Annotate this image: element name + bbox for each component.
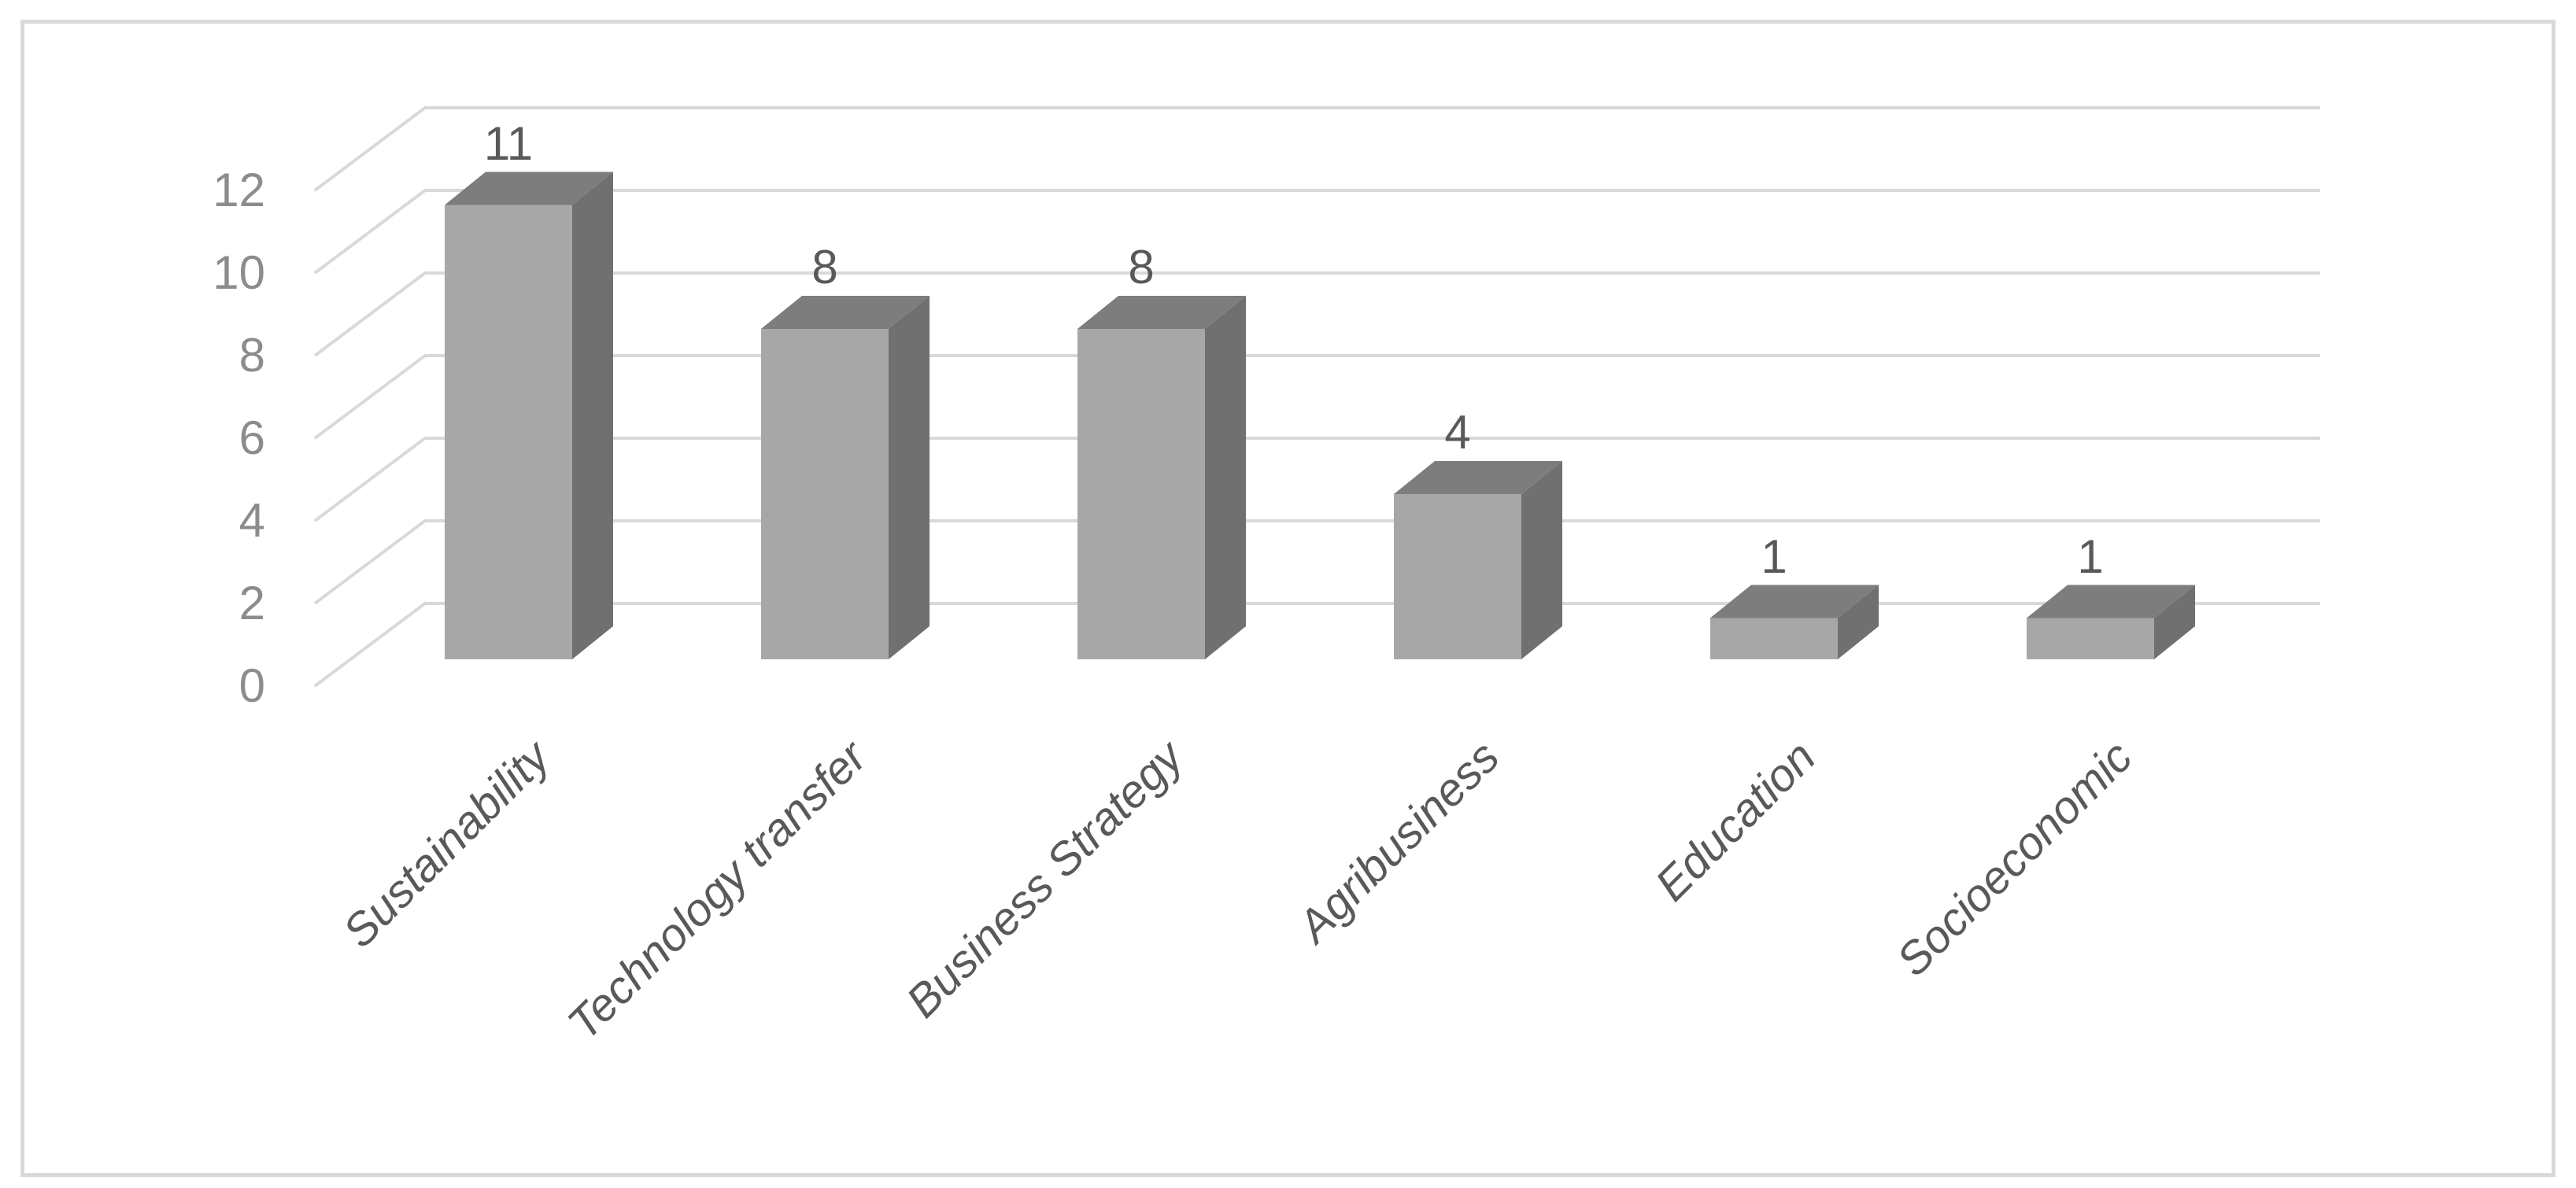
bar-education[interactable] [1710,585,1879,660]
gridline-0 [313,602,2320,688]
gridline-2 [313,519,2320,605]
bar-side-face [572,172,613,659]
data-label-technology-transfer: 8 [811,241,838,293]
bar-side-face [1521,461,1562,659]
y-tick-label-8: 8 [238,329,265,382]
bar-top-face [1394,461,1562,494]
bar-top-face [761,296,930,329]
bar-front-face [761,329,889,659]
bar-business-strategy[interactable] [1077,296,1246,659]
y-tick-label-6: 6 [238,411,265,464]
gridlines-layer [313,106,2320,688]
bar-side-face [889,296,930,659]
bar-top-face [1077,296,1246,329]
bar-agribusiness[interactable] [1394,461,1562,659]
data-label-education: 1 [1761,529,1787,583]
y-tick-label-2: 2 [238,577,265,629]
bar-top-face [445,172,613,205]
data-label-business-strategy: 8 [1128,241,1155,293]
bar-front-face [1710,618,1838,659]
y-tick-label-0: 0 [238,659,265,712]
bar-side-face [1205,296,1246,659]
bar-socioeconomic[interactable] [2027,585,2195,660]
bar-front-face [1394,494,1521,659]
y-tick-label-12: 12 [213,164,265,216]
gridline-4 [313,437,2320,522]
bars-layer [445,172,2195,660]
data-label-sustainability: 11 [483,116,534,170]
y-tick-label-4: 4 [238,494,265,547]
data-label-socioeconomic: 1 [2077,529,2104,583]
y-tick-label-10: 10 [213,246,265,299]
bar-front-face [1077,329,1205,659]
bar-side-face [1838,585,1879,659]
bar-front-face [445,205,572,659]
bar-top-face [1710,585,1879,618]
bar-front-face [2027,618,2154,659]
gridline-8 [313,271,2320,357]
gridline-6 [313,354,2320,440]
bar-side-face [2154,585,2195,659]
bar-top-face [2027,585,2195,618]
bar-sustainability[interactable] [445,172,613,660]
gridline-12 [313,106,2320,192]
data-label-agribusiness: 4 [1444,406,1471,459]
bar-technology-transfer[interactable] [761,296,930,659]
gridline-10 [313,189,2320,275]
